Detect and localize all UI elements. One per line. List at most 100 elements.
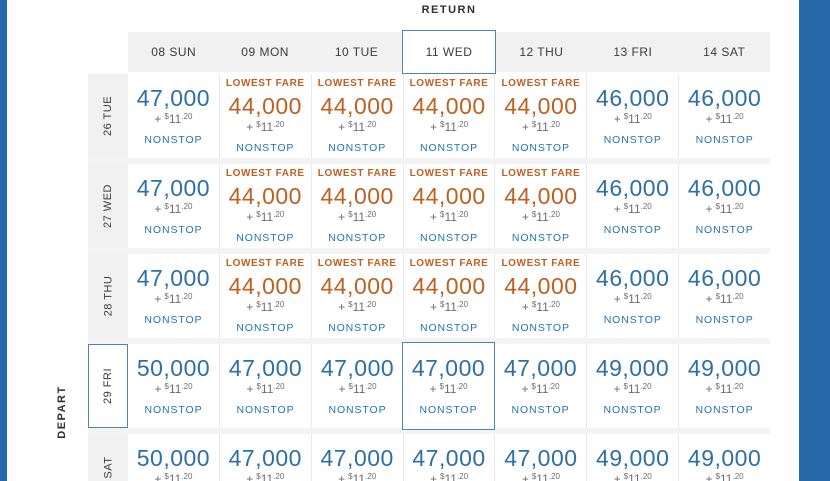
tax-currency-symbol: $ [439,300,445,310]
lowest-fare-badge: LOWEST FARE [317,167,397,179]
tax-plus-sign: + [521,210,529,225]
tax-whole-amount: 11 [444,120,457,135]
tax-currency-symbol: $ [715,472,721,481]
fare-cell[interactable]: LOWEST FARE 44,000 + $11.20 NONSTOP [402,74,495,158]
tax-currency-symbol: $ [164,292,169,302]
miles-price: 47,000 [412,444,486,471]
lowest-fare-badge: LOWEST FARE [317,77,397,89]
tax-currency-symbol: $ [715,112,721,122]
tax-plus-sign: + [705,292,713,307]
taxes-fees: + $11.20 [614,473,652,481]
calendar-row: 28 THU 47,000 + $11.20 NONSTOP LOWEST FARE 44,… [88,254,771,338]
taxes-fees: + $11.20 [154,113,192,126]
fare-cell[interactable]: LOWEST FARE 44,000 + $11.20 NONSTOP [310,74,403,158]
tax-whole-amount: 11 [352,382,366,397]
tax-fraction-amount: .20 [640,112,652,122]
fare-cell[interactable]: LOWEST FARE 44,000 + $11.20 NONSTOP [494,254,587,338]
tax-whole-amount: 11 [628,292,641,307]
miles-price: 47,000 [136,174,211,201]
fare-cell[interactable]: LOWEST FARE 44,000 + $11.20 NONSTOP [218,74,311,158]
stops-label: NONSTOP [419,142,479,155]
tax-plus-sign: + [246,210,254,225]
miles-price: 44,000 [504,272,578,299]
tax-whole-amount: 11 [260,300,274,315]
tax-currency-symbol: $ [531,382,536,392]
taxes-fees: + $11.20 [614,203,652,216]
depart-date-header[interactable]: 30 SAT [88,434,128,481]
fare-cell[interactable]: 46,000 + $11.20 NONSTOP [678,74,771,158]
stops-label: NONSTOP [236,404,295,417]
fare-cell[interactable]: 46,000 + $11.20 NONSTOP [586,164,679,248]
tax-whole-amount: 11 [352,210,366,225]
fare-cell[interactable]: LOWEST FARE 44,000 + $11.20 NONSTOP [494,164,587,248]
lowest-fare-badge: LOWEST FARE [501,257,581,269]
miles-price: 44,000 [228,182,302,209]
return-date-header[interactable]: 10 TUE [311,32,402,72]
return-date-header[interactable]: 12 THU [496,32,587,72]
return-axis-label: RETURN [421,4,477,16]
miles-price: 44,000 [412,272,486,299]
fare-cell[interactable]: LOWEST FARE 44,000 + $11.20 NONSTOP [218,164,311,248]
tax-fraction-amount: .20 [181,382,193,392]
tax-currency-symbol: $ [715,382,720,392]
fare-cell[interactable]: 46,000 + $11.20 NONSTOP [586,74,679,158]
depart-date-header[interactable]: 27 WED [88,164,128,248]
stops-label: NONSTOP [144,224,203,237]
fare-cell[interactable]: LOWEST FARE 44,000 + $11.20 NONSTOP [402,254,495,338]
fare-cell[interactable]: LOWEST FARE 44,000 + $11.20 NONSTOP [310,254,403,338]
depart-date-header[interactable]: 26 TUE [88,74,128,158]
fare-cell[interactable]: LOWEST FARE 44,000 + $11.20 NONSTOP [310,164,403,248]
tax-currency-symbol: $ [623,382,628,392]
tax-currency-symbol: $ [531,300,537,310]
return-date-header[interactable]: 11 WED [402,30,496,74]
fare-cell[interactable]: 46,000 + $11.20 NONSTOP [586,254,679,338]
tax-whole-amount: 11 [168,472,182,481]
return-date-header[interactable]: 09 MON [219,32,310,72]
tax-fraction-amount: .20 [732,292,744,302]
miles-price: 46,000 [687,84,762,111]
miles-price: 44,000 [504,182,578,209]
depart-date-header[interactable]: 28 THU [88,254,128,338]
tax-fraction-amount: .20 [732,112,744,122]
tax-whole-amount: 11 [536,120,549,135]
fare-cell[interactable]: 46,000 + $11.20 NONSTOP [678,254,771,338]
stops-label: NONSTOP [511,404,570,417]
return-date-label: 09 MON [241,45,289,59]
stops-label: NONSTOP [695,224,754,237]
fare-cell[interactable]: LOWEST FARE 44,000 + $11.20 NONSTOP [218,254,311,338]
tax-fraction-amount: .20 [548,382,560,392]
tax-currency-symbol: $ [531,210,537,220]
fare-cell[interactable]: LOWEST FARE 44,000 + $11.20 NONSTOP [402,164,495,248]
return-date-header[interactable]: 14 SAT [679,32,770,72]
taxes-fees: + $11.20 [246,300,284,315]
tax-whole-amount: 11 [444,472,457,481]
tax-currency-symbol: $ [715,292,721,302]
tax-plus-sign: + [429,382,437,397]
tax-fraction-amount: .20 [456,120,469,130]
fare-cell[interactable]: LOWEST FARE 44,000 + $11.20 NONSTOP [494,74,587,158]
return-date-header[interactable]: 08 SUN [128,32,219,72]
return-date-header[interactable]: 13 FRI [587,32,678,72]
lowest-fare-badge: LOWEST FARE [225,77,305,89]
fare-cell[interactable]: 46,000 + $11.20 NONSTOP [678,164,771,248]
tax-currency-symbol: $ [623,292,629,302]
return-date-label: 11 WED [425,45,473,59]
depart-date-header[interactable]: 29 FRI [88,344,128,428]
